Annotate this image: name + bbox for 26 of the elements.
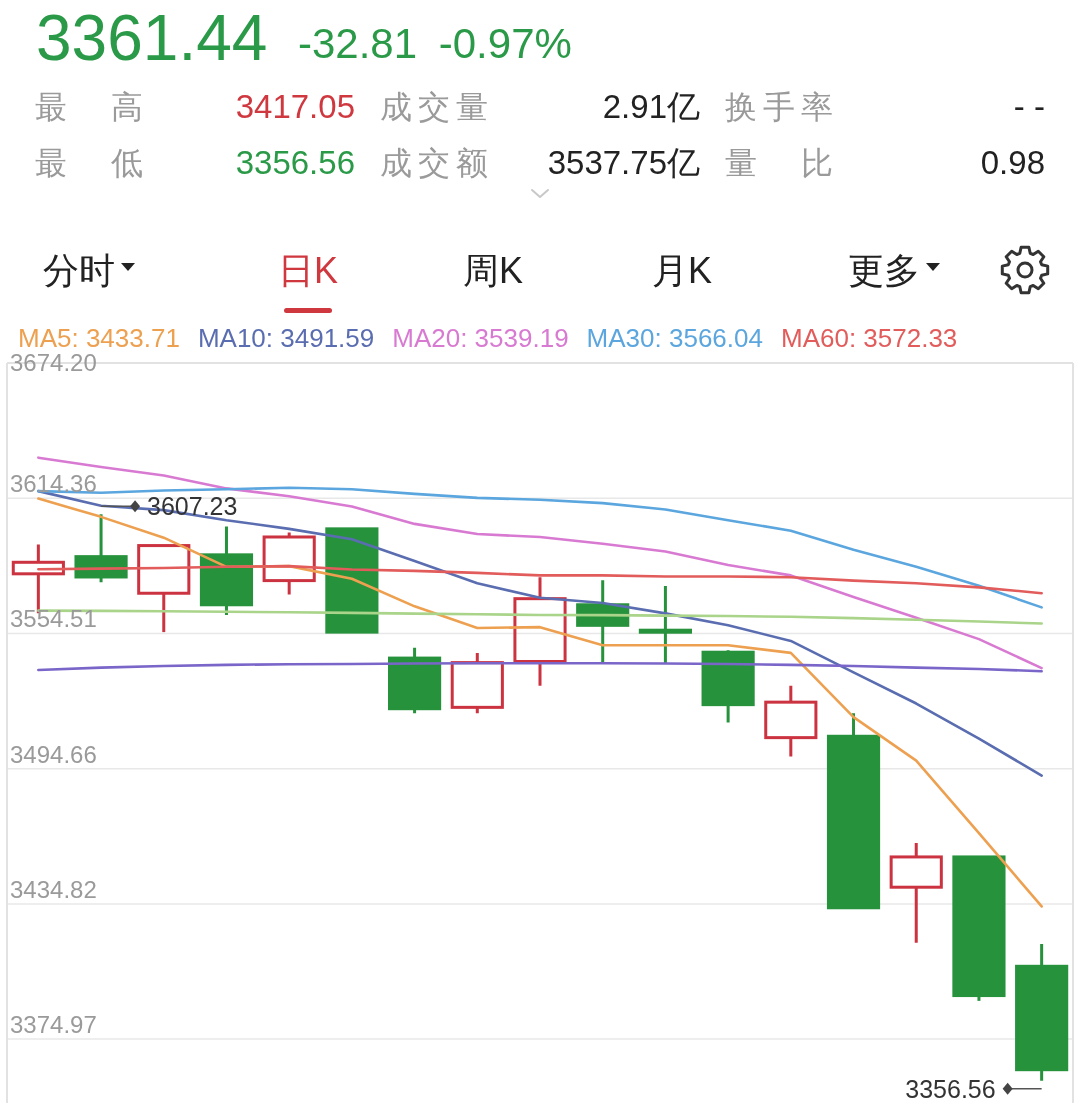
y-tick-label: 3554.51 (10, 605, 97, 633)
text: 最高 (35, 89, 143, 125)
text: 换手率 (725, 89, 833, 125)
text: 量比 (725, 145, 833, 181)
y-tick-label: 3614.36 (10, 470, 97, 498)
text: - - (1013, 88, 1045, 125)
chart-subtitle: -32.81 -0.97% (298, 20, 572, 67)
y-tick-label: 3494.66 (10, 740, 97, 768)
chart-title: 3361.44 (36, 2, 268, 74)
text: 成交量 (380, 89, 488, 125)
text: 月K (652, 250, 713, 291)
text: 周K (463, 250, 524, 291)
text: 3417.05 (235, 88, 355, 125)
annotation: 3356.56 (905, 1074, 996, 1103)
y-tick-label: 3434.82 (10, 875, 97, 903)
text: 最低 (35, 145, 143, 181)
text: 分时 (43, 250, 115, 291)
y-tick-label: 3374.97 (10, 1011, 97, 1039)
text: 成交额 (380, 145, 488, 181)
text: 3356.56 (235, 144, 355, 181)
annotation: 3607.23 (147, 492, 238, 521)
text: 更多 (848, 250, 920, 291)
text: 2.91亿 (602, 88, 700, 125)
text: 日K (278, 250, 339, 291)
text: 3537.75亿 (547, 144, 700, 181)
text: 0.98 (980, 144, 1045, 181)
